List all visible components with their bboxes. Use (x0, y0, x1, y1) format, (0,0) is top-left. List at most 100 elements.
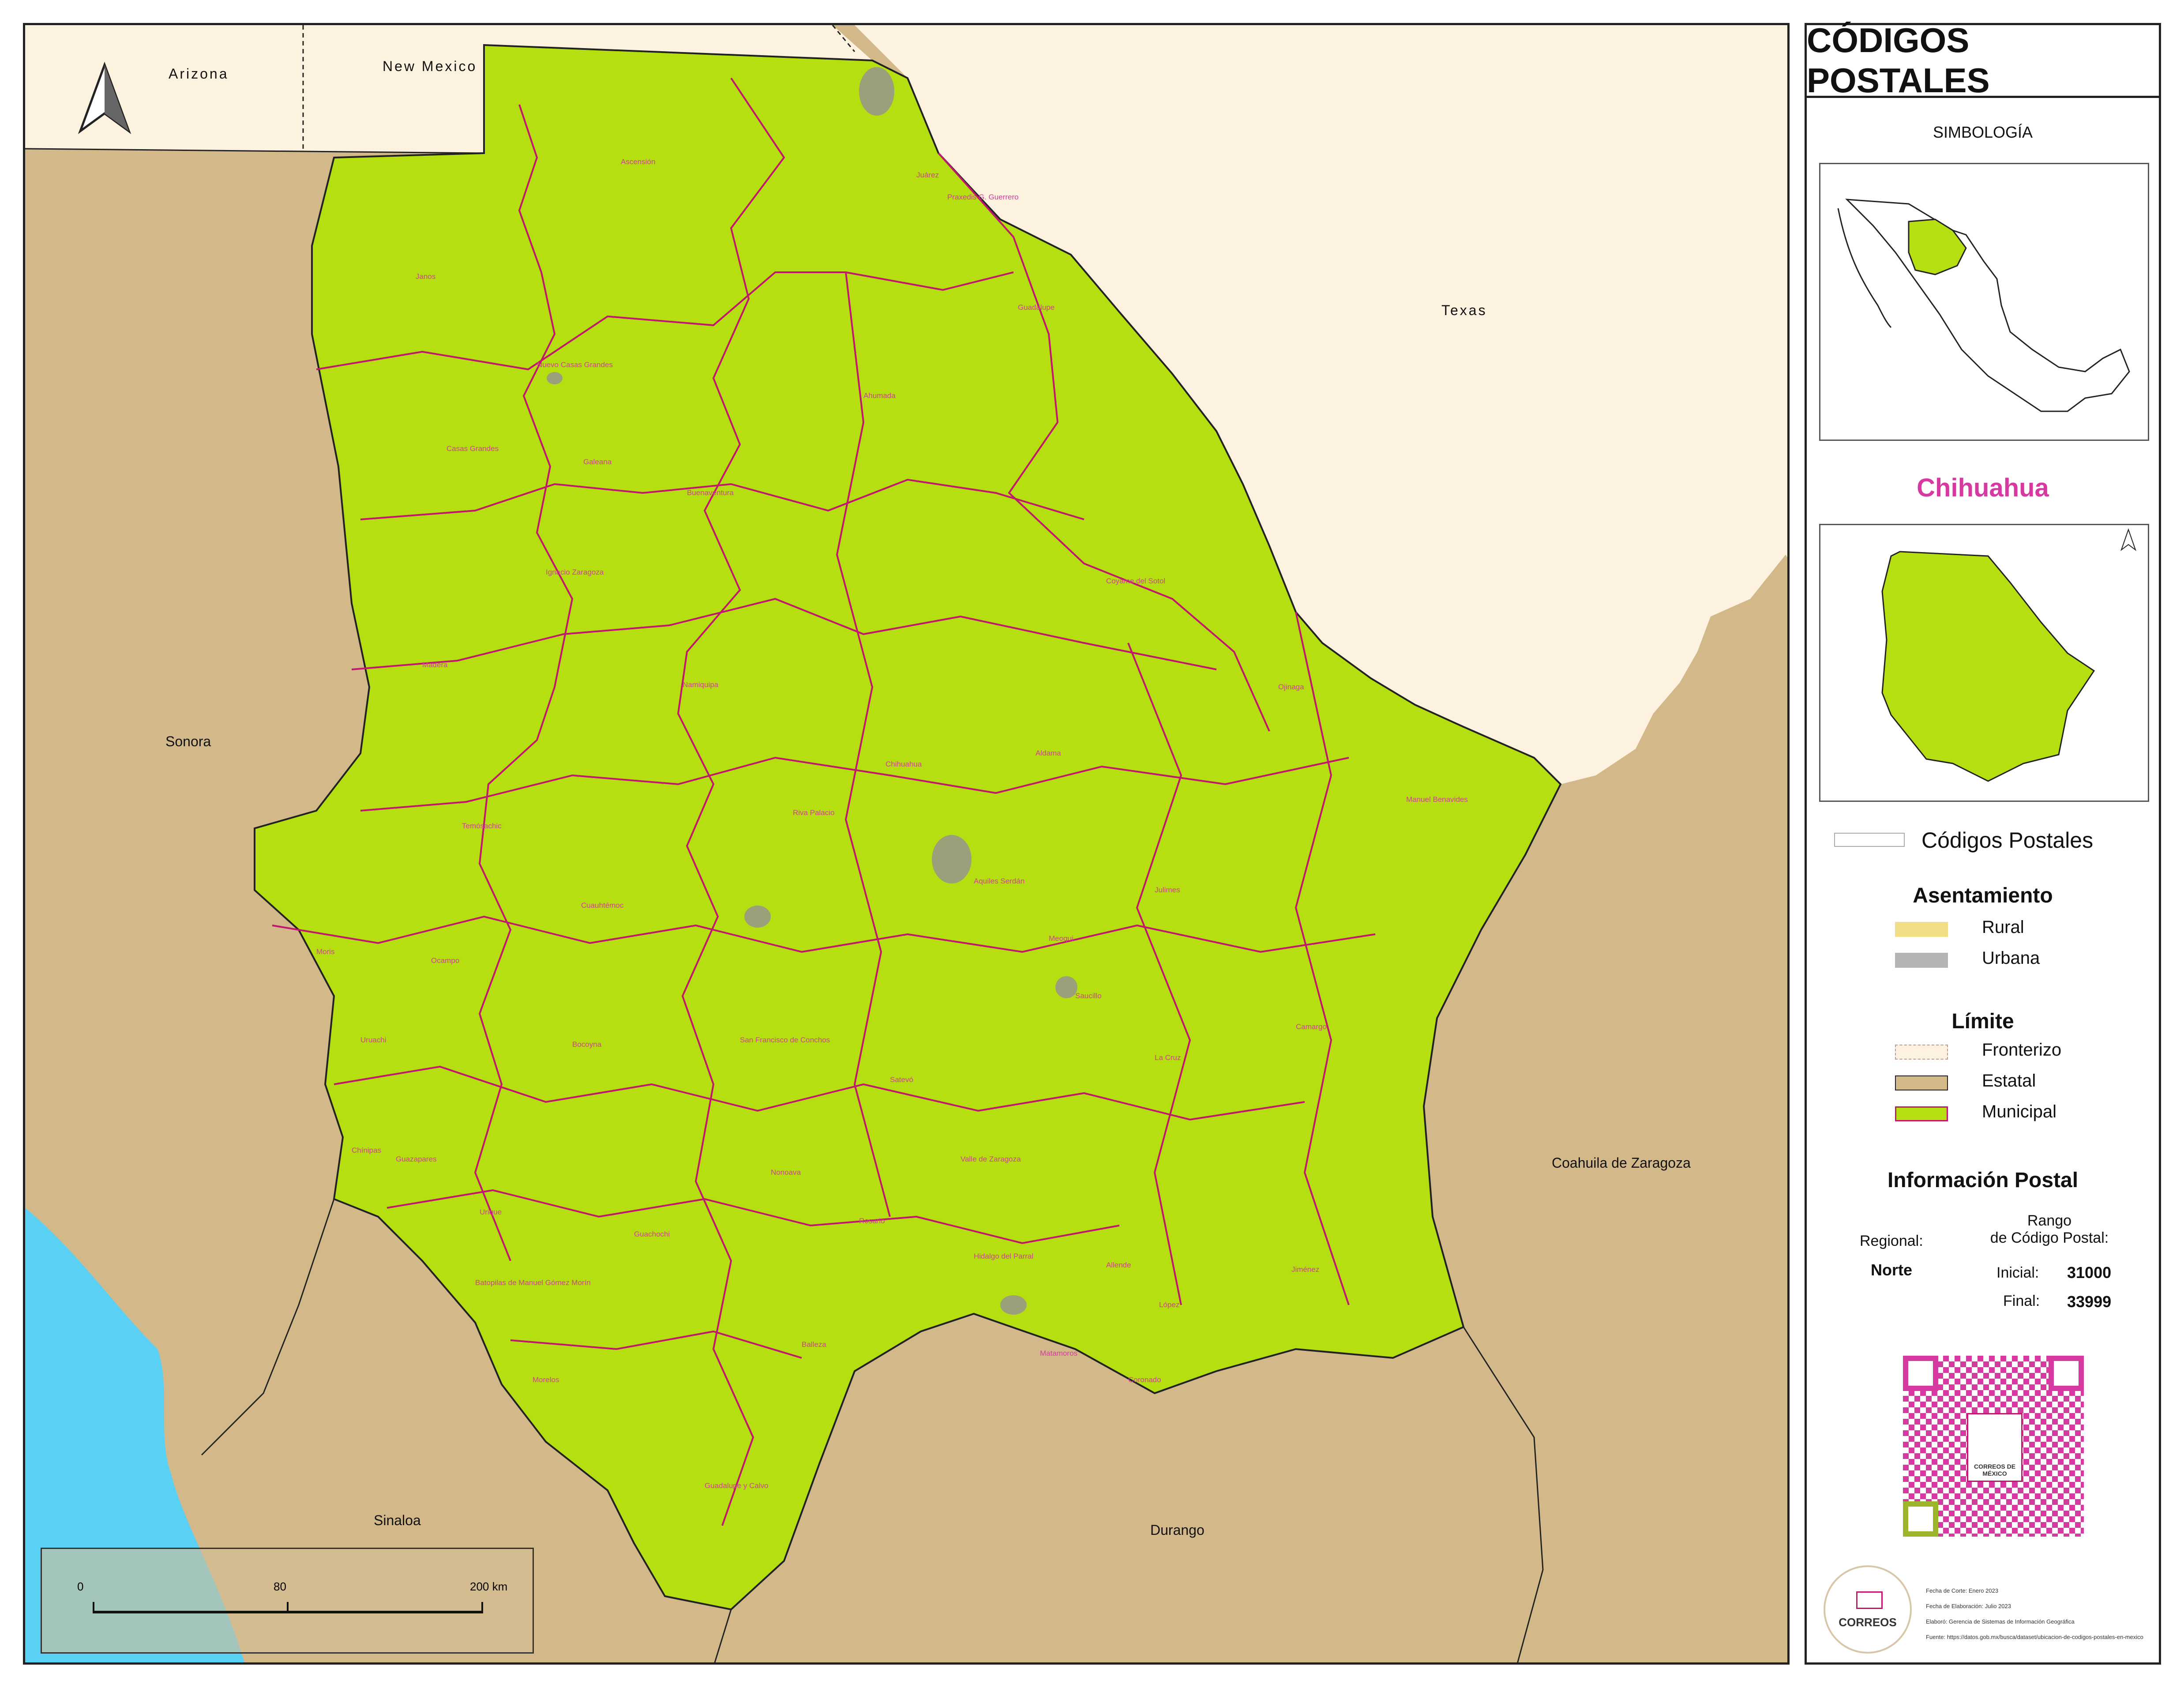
muni-label: Ignacio Zaragoza (546, 568, 604, 576)
muni-label: Urique (480, 1208, 502, 1216)
muni-label: Julimes (1155, 886, 1180, 894)
settlement-heading: Asentamiento (1913, 884, 2053, 907)
muni-label: Ocampo (431, 956, 460, 965)
legend-panel: CÓDIGOS POSTALES SIMBOLOGÍA Chihuahua Có… (1805, 21, 2161, 1665)
muni-label: Ascensión (621, 158, 656, 166)
final-value: 33999 (2067, 1293, 2112, 1311)
chihuahua-outline-map (1881, 528, 2137, 782)
qr-center-logo: CORREOS DE MÉXICO (1967, 1413, 2023, 1482)
scale-label-80: 80 (274, 1580, 286, 1593)
range-label: Rango de Código Postal: (1990, 1212, 2109, 1246)
muni-label: Valle de Zaragoza (961, 1155, 1021, 1163)
muni-label: Chínipas (352, 1146, 382, 1154)
border-label: Fronterizo (1982, 1040, 2062, 1060)
credit-date-made: Fecha de Elaboración: Julio 2023 (1926, 1603, 2011, 1609)
label-coahuila: Coahuila de Zaragoza (1552, 1155, 1691, 1171)
regional-label: Regional: (1860, 1233, 1923, 1249)
chihuahua-inset-map (1819, 524, 2149, 802)
muni-label: Rosario (859, 1217, 885, 1225)
muni-label: Matamoros (1040, 1349, 1078, 1357)
symbology-heading: SIMBOLOGÍA (1933, 123, 2033, 141)
panel-title: CÓDIGOS POSTALES (1807, 21, 2159, 100)
label-sinaloa: Sinaloa (374, 1512, 421, 1528)
muni-label: Temósachic (462, 822, 502, 830)
muni-label: Praxedis G. Guerrero (947, 193, 1019, 201)
muni-label: Coronado (1128, 1376, 1161, 1384)
qr-code[interactable]: CORREOS DE MÉXICO (1903, 1356, 2084, 1537)
us-territory (25, 25, 1787, 784)
muni-label: Riva Palacio (793, 808, 835, 817)
urban-areas (547, 67, 1077, 1315)
state-borders (25, 25, 1544, 1662)
muni-label: Meoqui (1049, 934, 1073, 943)
muni-label: Chihuahua (886, 760, 922, 768)
state-name: Chihuahua (1917, 474, 2049, 502)
muni-label: Madera (422, 661, 448, 669)
map-frame[interactable]: Arizona New Mexico Texas Sonora Sinaloa … (23, 23, 1790, 1665)
qr-finder-icon (1903, 1501, 1938, 1537)
muni-label: Nuevo Casas Grandes (537, 361, 613, 369)
correos-logo-text: CORREOS (1839, 1616, 1897, 1629)
label-texas: Texas (1441, 302, 1487, 318)
envelope-icon (1856, 1591, 1883, 1609)
chihuahua-highlight (1908, 218, 1967, 275)
credit-date-cut: Fecha de Corte: Enero 2023 (1926, 1587, 1999, 1594)
scale-tick (93, 1602, 94, 1613)
correos-logo: CORREOS (1824, 1565, 1912, 1654)
muni-label: Balleza (802, 1340, 826, 1349)
muni-label: Jiménez (1291, 1265, 1320, 1274)
mexico-inset-map (1819, 163, 2149, 441)
muni-label: Uruachi (360, 1036, 387, 1044)
muni-label: Morelos (533, 1376, 559, 1384)
postal-codes-label: Códigos Postales (1921, 828, 2094, 853)
postal-info-heading: Información Postal (1887, 1169, 2079, 1192)
scale-bar: 0 80 200 km (41, 1548, 534, 1654)
label-durango: Durango (1150, 1522, 1205, 1538)
scale-label-200: 200 km (470, 1580, 508, 1593)
urban-label: Urbana (1982, 948, 2040, 968)
rural-label: Rural (1982, 917, 2024, 937)
rural-swatch (1895, 922, 1948, 937)
muni-label: Buenaventura (687, 489, 734, 497)
border-swatch (1895, 1045, 1948, 1060)
muni-label: Manuel Benavides (1406, 795, 1468, 804)
muni-label: Galeana (583, 458, 612, 466)
muni-label: Bocoyna (572, 1040, 602, 1049)
initial-value: 31000 (2067, 1263, 2112, 1282)
muni-label: Guazapares (396, 1155, 437, 1163)
urban-swatch (1895, 953, 1948, 968)
final-label: Final: (2003, 1293, 2040, 1309)
municipal-swatch (1895, 1106, 1948, 1121)
state-limit-swatch (1895, 1075, 1948, 1090)
muni-label: Guachochi (634, 1230, 670, 1238)
state-limit-label: Estatal (1982, 1071, 2036, 1090)
muni-label: Allende (1106, 1261, 1131, 1269)
map-canvas[interactable] (25, 25, 1790, 1665)
scale-tick (481, 1602, 483, 1613)
municipal-label: Municipal (1982, 1102, 2056, 1121)
muni-label: Guadalupe y Calvo (705, 1481, 769, 1490)
muni-label: Ojinaga (1278, 683, 1304, 691)
initial-label: Inicial: (1996, 1264, 2039, 1281)
muni-label: Cuauhtémoc (581, 901, 624, 910)
municipal-boundaries (272, 77, 1376, 1526)
inset-north-arrow-icon (2120, 528, 2137, 551)
postal-code-swatch (1834, 833, 1905, 847)
credit-author: Elaboró: Gerencia de Sistemas de Informa… (1926, 1618, 2075, 1625)
north-arrow-icon (78, 61, 131, 134)
label-arizona: Arizona (169, 66, 229, 82)
muni-label: Nonoava (771, 1168, 801, 1177)
muni-label: Batopilas de Manuel Gómez Morín (475, 1278, 591, 1287)
muni-label: Saucillo (1075, 992, 1102, 1000)
muni-label: Casas Grandes (447, 444, 499, 453)
credit-source: Fuente: https://datos.gob.mx/busca/datas… (1926, 1634, 2143, 1640)
muni-label: Aquiles Serdán (974, 877, 1025, 885)
chihuahua-state[interactable] (254, 44, 1562, 1611)
qr-finder-icon (1903, 1356, 1938, 1391)
muni-label: Camargo (1296, 1023, 1327, 1031)
muni-label: Satevó (890, 1075, 913, 1084)
muni-label: Juárez (916, 171, 939, 179)
mexico-outline-map (1837, 199, 2130, 412)
scale-tick (287, 1602, 289, 1613)
muni-label: Guadalupe (1018, 303, 1055, 312)
